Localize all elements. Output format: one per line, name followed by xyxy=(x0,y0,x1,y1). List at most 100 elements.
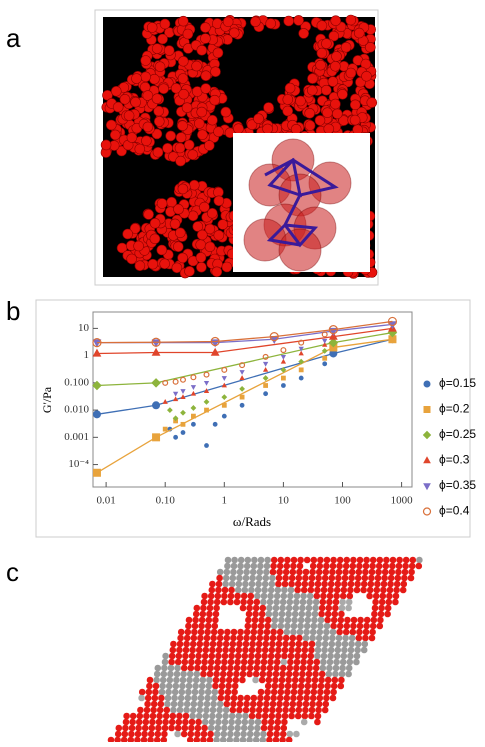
lattice-site xyxy=(174,730,181,738)
data-point xyxy=(151,347,161,356)
lattice-site xyxy=(277,688,285,696)
lattice-site xyxy=(268,712,276,720)
lattice-site xyxy=(230,634,237,642)
lattice-site xyxy=(189,706,197,714)
lattice-site xyxy=(290,556,298,564)
data-point xyxy=(280,358,287,364)
data-point xyxy=(262,361,269,367)
lattice-site xyxy=(341,646,348,654)
lattice-site xyxy=(212,610,220,618)
lattice-site xyxy=(267,718,275,726)
lattice-site xyxy=(342,634,349,642)
lattice-site xyxy=(241,586,249,594)
data-point xyxy=(92,348,102,357)
lattice-site xyxy=(235,712,243,720)
lattice-site xyxy=(235,580,243,588)
lattice-site xyxy=(327,646,335,654)
lattice-site xyxy=(354,646,361,654)
lattice-site xyxy=(248,718,255,726)
particle xyxy=(330,15,342,27)
lattice-site xyxy=(202,712,210,720)
lattice-site xyxy=(401,574,408,582)
lattice-site xyxy=(312,670,319,678)
lattice-site xyxy=(203,634,211,642)
lattice-site xyxy=(235,646,243,654)
lattice-site xyxy=(216,706,223,714)
data-point xyxy=(190,374,197,381)
lattice-site xyxy=(203,640,210,648)
lattice-site xyxy=(249,568,257,576)
lattice-site xyxy=(303,694,310,702)
particle xyxy=(220,106,232,118)
lattice-site xyxy=(252,736,260,744)
lattice-site xyxy=(229,640,237,648)
particle xyxy=(316,47,328,59)
lattice-site xyxy=(290,694,297,702)
lattice-site xyxy=(194,658,202,666)
particle xyxy=(217,219,229,230)
lattice-site xyxy=(251,616,259,624)
particle xyxy=(134,143,146,155)
lattice-site xyxy=(285,604,293,612)
lattice-site xyxy=(209,580,216,588)
lattice-site xyxy=(275,574,283,582)
particle xyxy=(134,260,146,272)
lattice-site xyxy=(282,574,289,582)
lattice-site xyxy=(204,622,212,630)
lattice-site xyxy=(216,700,224,708)
particle xyxy=(316,20,328,31)
lattice-site xyxy=(289,700,297,708)
lattice-site xyxy=(337,682,345,690)
lattice-site xyxy=(380,580,388,588)
particle xyxy=(162,143,173,154)
lattice-site xyxy=(155,718,163,726)
lattice-site xyxy=(253,598,261,606)
lattice-site xyxy=(190,634,198,642)
lattice-site xyxy=(260,730,267,738)
particle xyxy=(140,55,151,66)
lattice-site xyxy=(257,628,264,636)
x-tick-label: 1000 xyxy=(391,495,414,507)
lattice-site xyxy=(263,634,270,642)
lattice-site xyxy=(236,574,243,582)
particle xyxy=(331,108,343,120)
lattice-site xyxy=(309,568,316,576)
lattice-site xyxy=(382,562,390,570)
lattice-site xyxy=(216,568,224,576)
lattice-site xyxy=(308,640,316,648)
data-point xyxy=(263,383,269,388)
lattice-site xyxy=(183,640,190,648)
particle xyxy=(159,258,170,270)
data-point xyxy=(221,413,227,419)
lattice-site xyxy=(263,562,271,570)
lattice-site xyxy=(395,568,402,576)
lattice-site xyxy=(302,706,309,714)
lattice-site xyxy=(279,604,286,612)
lattice-site xyxy=(355,568,363,576)
lattice-site xyxy=(384,610,391,618)
lattice-site xyxy=(147,730,155,738)
lattice-site xyxy=(173,670,181,678)
lattice-site xyxy=(309,634,316,642)
data-point xyxy=(172,415,179,422)
data-point xyxy=(162,426,168,432)
lattice-site xyxy=(302,574,309,582)
particle xyxy=(170,83,182,94)
lattice-site xyxy=(409,556,417,564)
particle xyxy=(263,102,274,113)
lattice-site xyxy=(228,718,235,726)
lattice-site xyxy=(317,556,324,564)
lattice-site xyxy=(338,670,346,678)
lattice-site xyxy=(281,652,288,660)
data-point xyxy=(239,375,245,380)
lattice-site xyxy=(199,610,207,618)
data-point xyxy=(221,402,227,408)
lattice-site xyxy=(213,604,220,612)
data-point xyxy=(321,331,328,338)
lattice-site xyxy=(230,628,238,636)
panel-frame xyxy=(94,9,379,286)
lattice-site xyxy=(281,646,289,654)
lattice-site xyxy=(167,664,175,672)
lattice-site xyxy=(267,652,275,660)
particle xyxy=(142,90,154,101)
